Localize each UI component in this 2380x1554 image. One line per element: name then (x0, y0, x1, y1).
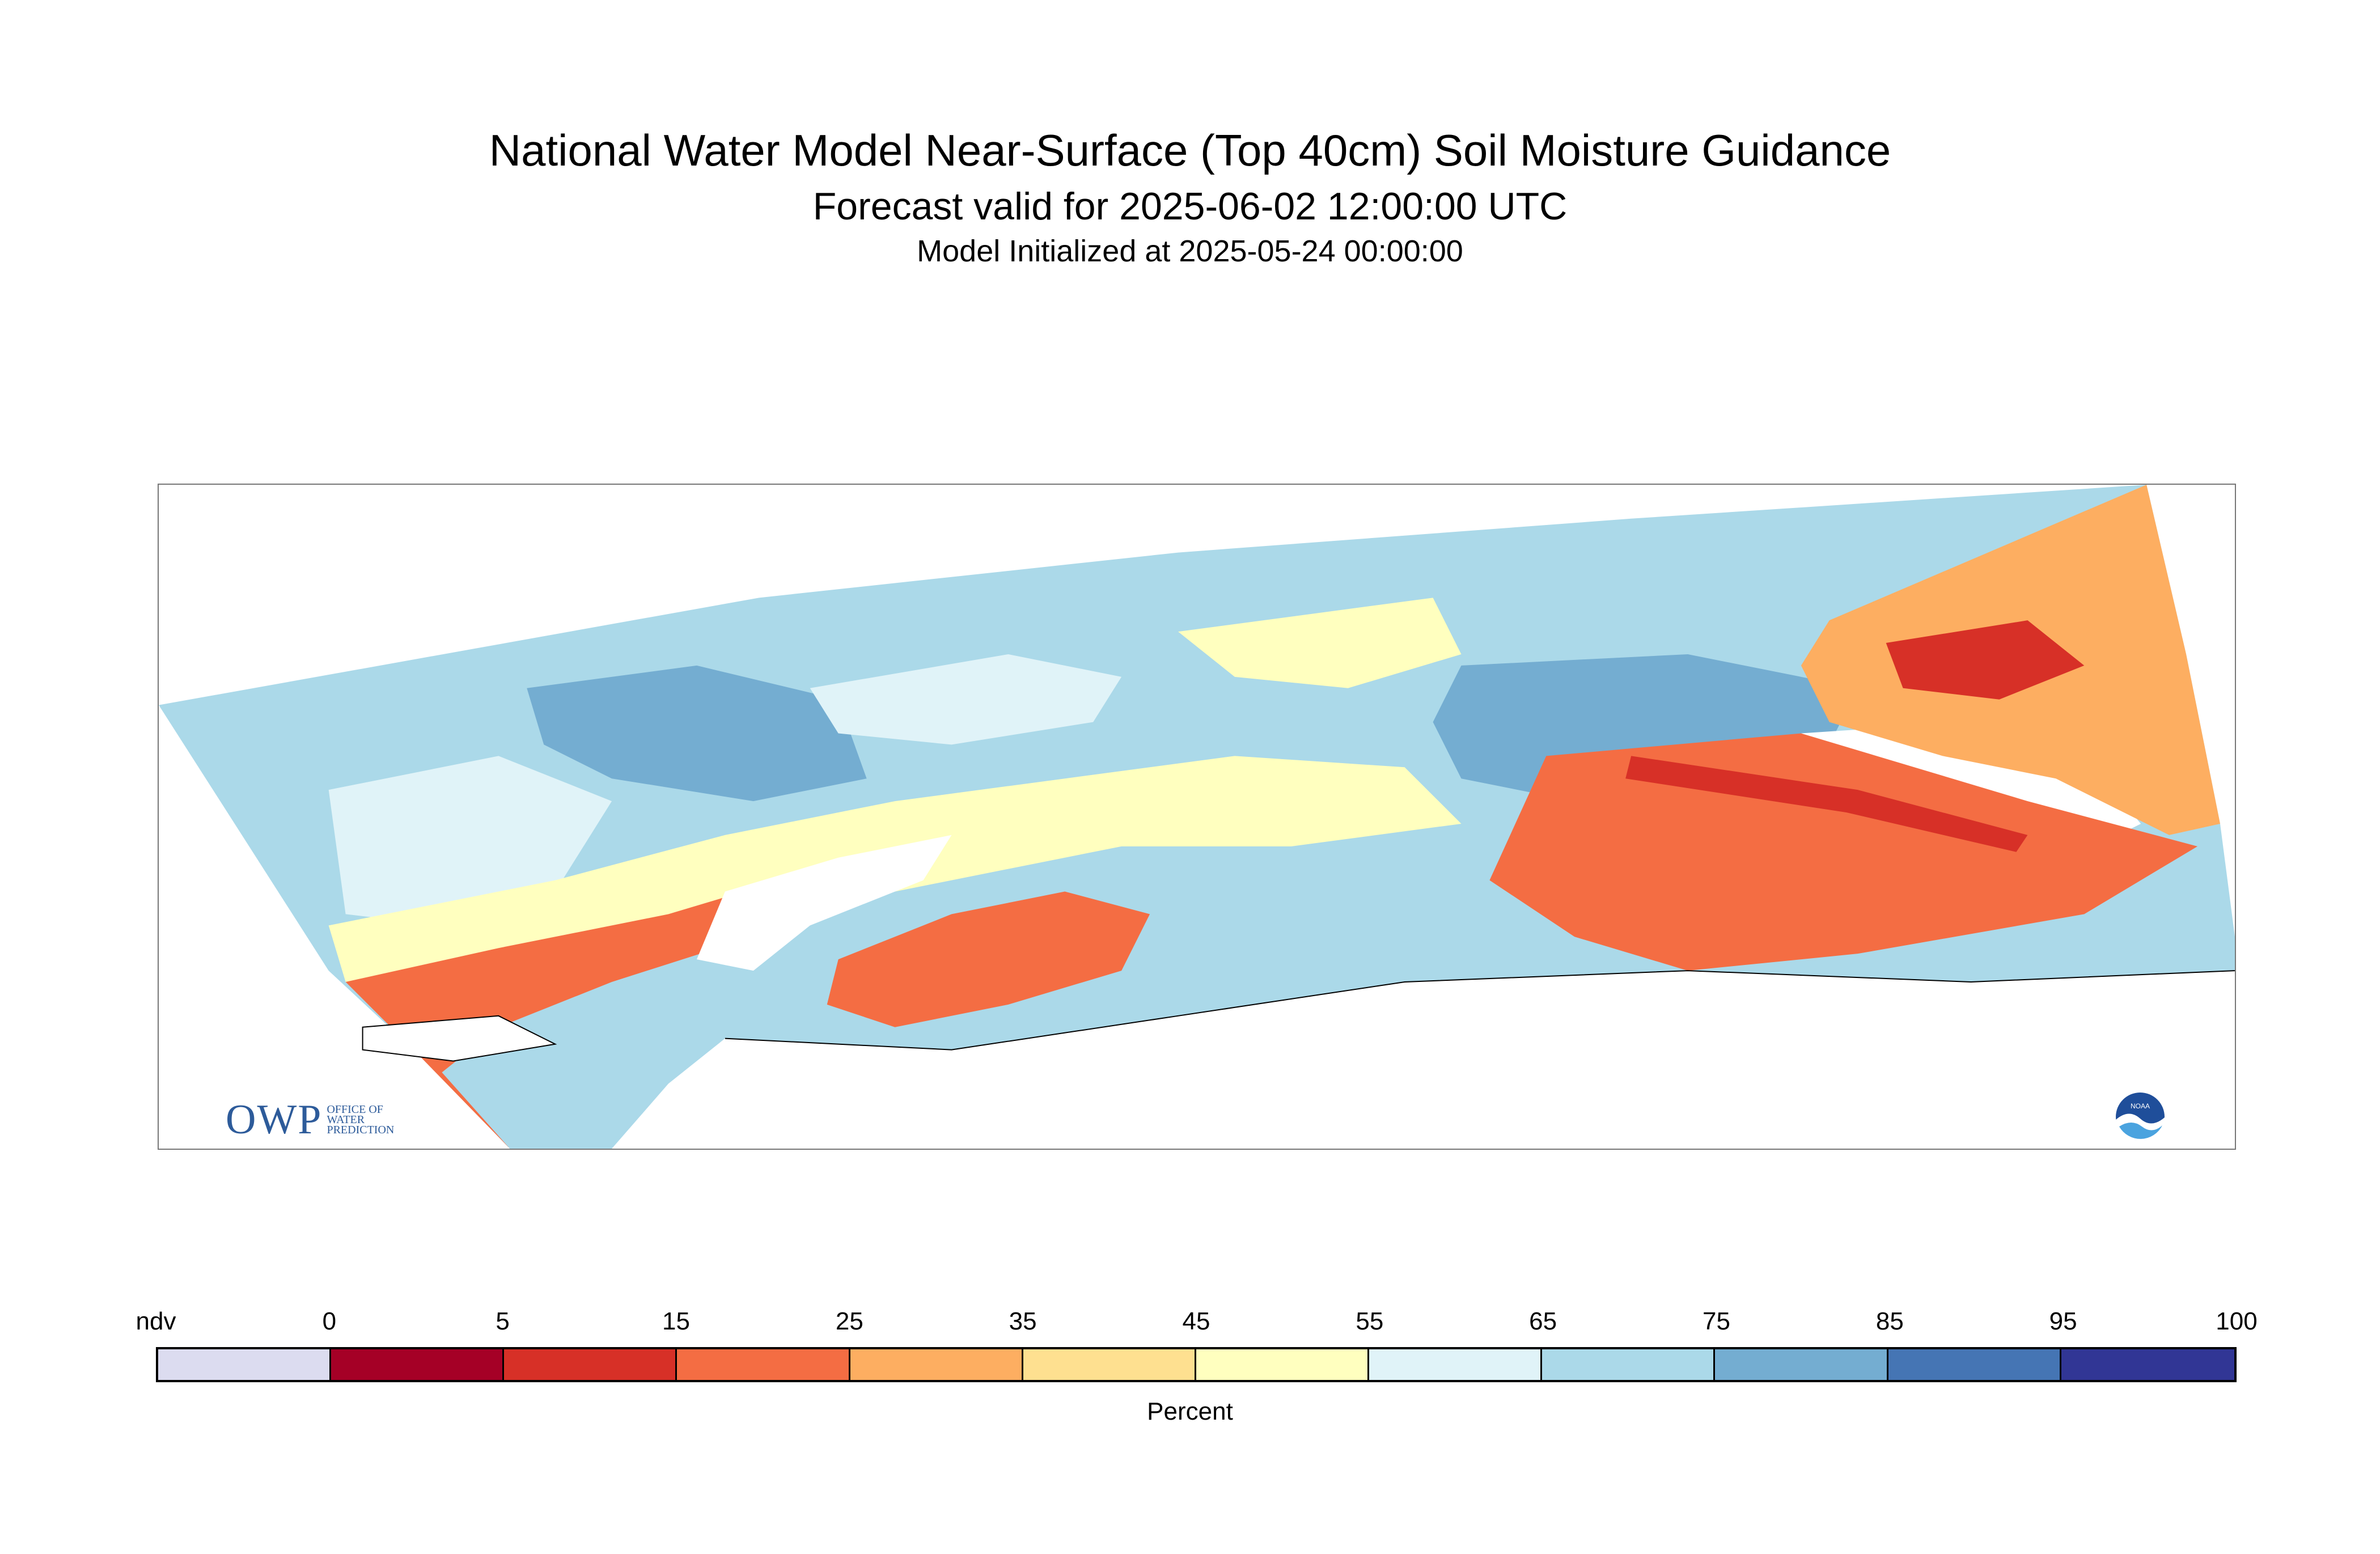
moderate-patch-north (1178, 598, 1462, 688)
colorbar-segment (158, 1349, 332, 1380)
colorbar-segment (1715, 1349, 1888, 1380)
noaa-logo-icon: NOAA (2116, 1093, 2165, 1142)
very-dry-east (1886, 620, 2085, 700)
colorbar-tick-label: 35 (1009, 1307, 1037, 1335)
colorbar-tick-label: 55 (1356, 1307, 1384, 1335)
colorbar-tick-label: 25 (835, 1307, 863, 1335)
very-dry-streak (1625, 756, 2028, 852)
owp-text: OFFICE OF WATER PREDICTION (327, 1103, 395, 1136)
dry-southwest (345, 880, 782, 1149)
soil-moisture-map (158, 484, 2236, 1150)
colorbar-tick-label: ndv (135, 1307, 176, 1335)
model-init-line: Model Initialized at 2025-05-24 00:00:00 (917, 234, 1463, 268)
dry-peninsula (827, 891, 1150, 1027)
colorbar-tick-label: 5 (496, 1307, 510, 1335)
colorbar-segment (1023, 1349, 1196, 1380)
map-title: National Water Model Near-Surface (Top 4… (489, 125, 1891, 175)
snow-area-west (810, 654, 1122, 745)
coastline (725, 970, 2235, 1051)
colorbar (156, 1347, 2237, 1382)
colorbar-segment (1542, 1349, 1716, 1380)
colorbar-tick-label: 45 (1182, 1307, 1210, 1335)
colorbar-label: Percent (1147, 1398, 1233, 1425)
bay-water (362, 1015, 557, 1062)
colorbar-tick-label: 15 (662, 1307, 690, 1335)
dry-southeast (1489, 733, 2198, 971)
colorbar-tick-label: 100 (2216, 1307, 2258, 1335)
inlet-water (696, 835, 952, 971)
colorbar-segment (850, 1349, 1023, 1380)
colorbar-tick-label: 75 (1703, 1307, 1730, 1335)
colorbar-tick-label: 95 (2049, 1307, 2077, 1335)
forecast-valid-subtitle: Forecast valid for 2025-06-02 12:00:00 U… (812, 185, 1568, 228)
colorbar-segment (1369, 1349, 1543, 1380)
wet-patch-east (1433, 654, 1858, 802)
owp-text-line-3: PREDICTION (327, 1124, 395, 1136)
owp-text-line-1: OFFICE OF (327, 1103, 383, 1116)
colorbar-segment (1196, 1349, 1370, 1380)
wet-patch-central (527, 665, 867, 802)
colorbar-segment (504, 1349, 677, 1380)
colorbar-segment (2061, 1349, 2234, 1380)
owp-mark: OWP (226, 1096, 323, 1143)
noaa-text: NOAA (2131, 1102, 2150, 1110)
colorbar-tick-label: 85 (1875, 1307, 1904, 1335)
colorbar-segment (1888, 1349, 2061, 1380)
colorbar-segment (677, 1349, 850, 1380)
colorbar-segment (331, 1349, 505, 1380)
colorbar-tick-label: 65 (1529, 1307, 1557, 1335)
owp-text-line-2: WATER (327, 1113, 365, 1126)
colorbar-tick-label: 0 (322, 1307, 337, 1335)
map-canvas (159, 485, 2235, 1149)
owp-logo: OWP OFFICE OF WATER PREDICTION (226, 1096, 395, 1143)
gulf-water (612, 971, 2235, 1149)
